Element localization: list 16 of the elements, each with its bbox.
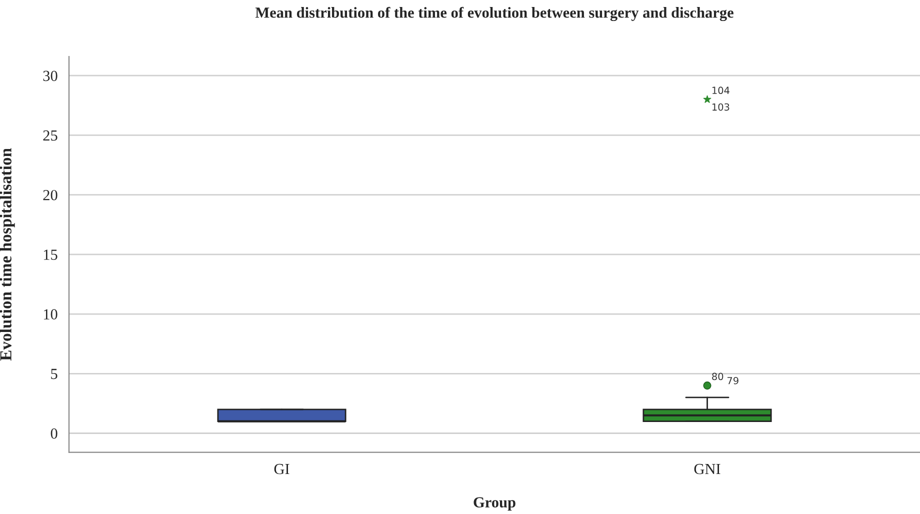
- x-axis-title: Group: [474, 497, 516, 511]
- annotation: 104: [712, 86, 730, 94]
- annotation: 79: [727, 376, 738, 384]
- chart-title: Mean distribution of the time of evolution between surgery and discharge: [255, 6, 734, 22]
- y-tick-label: 30: [43, 70, 58, 82]
- annotation: 80: [712, 372, 724, 380]
- y-tick-label: 5: [51, 368, 58, 380]
- y-tick-label: 15: [44, 250, 58, 260]
- y-axis-title: Evolution time hospitalisation: [0, 148, 15, 361]
- y-tick-label: 0: [50, 428, 58, 439]
- y-tick-label: 20: [43, 190, 58, 200]
- annotation: 103: [712, 103, 730, 111]
- x-tick-label: GI: [274, 464, 290, 474]
- y-tick-label: 25: [43, 130, 58, 141]
- x-tick-label: GNI: [694, 464, 720, 474]
- y-tick-label: 10: [44, 309, 58, 320]
